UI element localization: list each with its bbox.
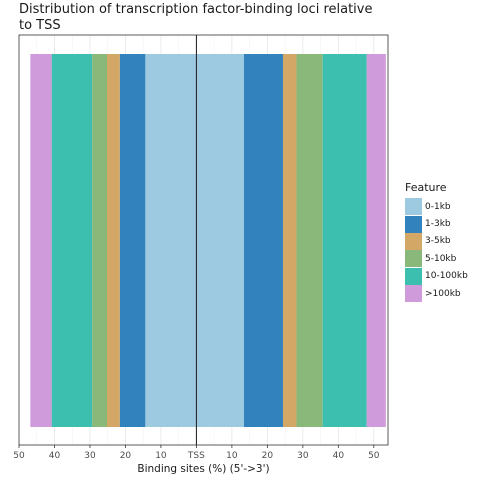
legend-items: 0-1kb 1-3kb 3-5kb 5-10kb 10-100kb >100kb <box>405 198 468 303</box>
bar-downstream-10-100kb <box>322 54 367 427</box>
bar-upstream-3-5kb <box>106 54 120 427</box>
legend-key <box>405 267 422 285</box>
plot-border <box>18 34 389 446</box>
bar-upstream-0-1kb <box>145 54 197 427</box>
x-tick-label: 50 <box>368 451 380 461</box>
x-tick-label: 20 <box>262 451 274 461</box>
legend-key <box>405 250 422 268</box>
x-axis-label: Binding sites (%) (5'->3') <box>137 463 269 475</box>
bar-downstream-1-3kb <box>243 54 283 427</box>
x-tick-label: 40 <box>49 451 61 461</box>
legend-label: 5-10kb <box>425 253 457 264</box>
legend-label: >100kb <box>425 288 461 299</box>
legend-item: 5-10kb <box>405 250 468 268</box>
legend: Feature 0-1kb 1-3kb 3-5kb 5-10kb 10-100kb >10… <box>405 181 468 303</box>
x-tick-label: TSS <box>187 451 205 461</box>
legend-item: 1-3kb <box>405 215 468 233</box>
legend-key <box>405 215 422 233</box>
bar-upstream-10-100kb <box>51 54 93 427</box>
legend-label: 1-3kb <box>425 219 451 230</box>
bar-downstream-0-1kb <box>196 54 244 427</box>
legend-key <box>405 198 422 216</box>
x-tick-label: 10 <box>226 451 238 461</box>
legend-title: Feature <box>405 181 447 194</box>
x-axis: 50 40 30 20 10 TSS 10 20 30 40 50 <box>13 445 380 461</box>
bar-downstream-3-5kb <box>282 54 297 427</box>
legend-key <box>405 232 422 250</box>
bar-upstream->100kb <box>30 54 52 427</box>
legend-item: >100kb <box>405 285 468 303</box>
x-tick-label: 10 <box>155 451 167 461</box>
bar-upstream-1-3kb <box>119 54 146 427</box>
legend-item: 10-100kb <box>405 267 468 285</box>
bar-downstream->100kb <box>366 54 386 427</box>
legend-label: 0-1kb <box>425 201 451 212</box>
x-tick-label: 30 <box>84 451 96 461</box>
legend-label: 10-100kb <box>425 271 468 282</box>
bar-upstream-5-10kb <box>92 54 107 427</box>
legend-item: 0-1kb <box>405 198 468 216</box>
x-tick-label: 20 <box>120 451 132 461</box>
legend-item: 3-5kb <box>405 232 468 250</box>
bar-layer <box>30 54 386 427</box>
bar-downstream-5-10kb <box>296 54 323 427</box>
x-tick-label: 30 <box>297 451 309 461</box>
legend-key <box>405 285 422 303</box>
x-tick-label: 40 <box>333 451 345 461</box>
x-tick-label: 50 <box>13 451 25 461</box>
legend-label: 3-5kb <box>425 236 451 247</box>
chart-title: Distribution of transcription factor-bin… <box>19 2 373 33</box>
